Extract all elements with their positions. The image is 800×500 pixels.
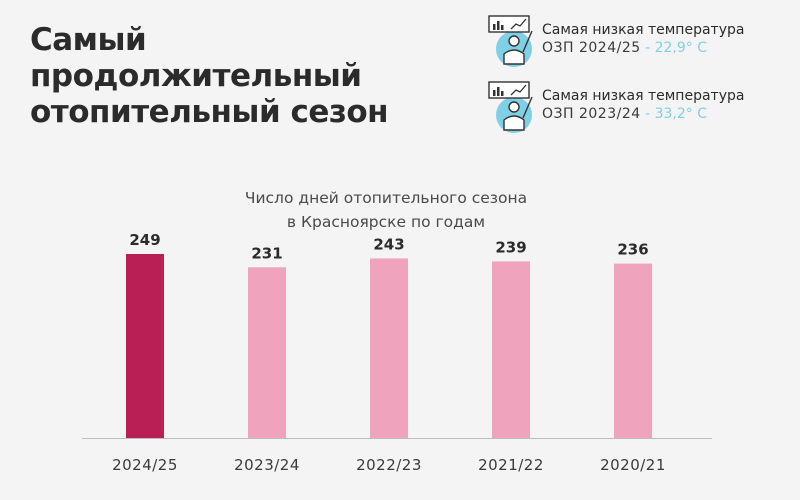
info-card-2023: Самая низкая температура ОЗП 2023/24 - 3… bbox=[486, 80, 800, 134]
info-label: Самая низкая температура bbox=[542, 88, 745, 104]
data-label: 236 bbox=[617, 241, 648, 259]
info-period: ОЗП 2024/25 bbox=[542, 40, 641, 56]
presenter-chart-icon bbox=[488, 81, 533, 133]
bar bbox=[492, 261, 530, 438]
info-period: ОЗП 2023/24 bbox=[542, 106, 641, 122]
bar bbox=[126, 254, 164, 438]
bar bbox=[370, 258, 408, 438]
info-value: - 22,9° С bbox=[640, 40, 707, 56]
presenter-chart-icon bbox=[488, 15, 533, 67]
title-line: отопительный сезон bbox=[30, 94, 389, 130]
data-label: 239 bbox=[495, 238, 526, 256]
x-tick-label: 2023/24 bbox=[234, 456, 300, 474]
data-label: 231 bbox=[251, 244, 282, 262]
x-tick-label: 2024/25 bbox=[112, 456, 178, 474]
bar bbox=[614, 263, 652, 438]
chart-title-line: Число дней отопительного сезона bbox=[244, 189, 528, 207]
info-card-2024: Самая низкая температура ОЗП 2024/25 - 2… bbox=[486, 14, 800, 68]
chart-title: Число дней отопительного сезона в Красно… bbox=[0, 186, 772, 234]
title-line: Самый bbox=[30, 22, 147, 58]
x-tick-label: 2021/22 bbox=[478, 456, 544, 474]
bar bbox=[248, 267, 286, 438]
x-tick-label: 2020/21 bbox=[600, 456, 666, 474]
title-line: продолжительный bbox=[30, 58, 362, 94]
info-label: Самая низкая температура bbox=[542, 22, 745, 38]
data-label: 243 bbox=[373, 235, 404, 253]
chart-title-line: в Красноярске по годам bbox=[286, 213, 486, 231]
x-tick-label: 2022/23 bbox=[356, 456, 422, 474]
data-label: 249 bbox=[129, 231, 160, 249]
info-value: - 33,2° С bbox=[640, 106, 707, 122]
page-title: Самый продолжительный отопительный сезон bbox=[30, 22, 389, 130]
